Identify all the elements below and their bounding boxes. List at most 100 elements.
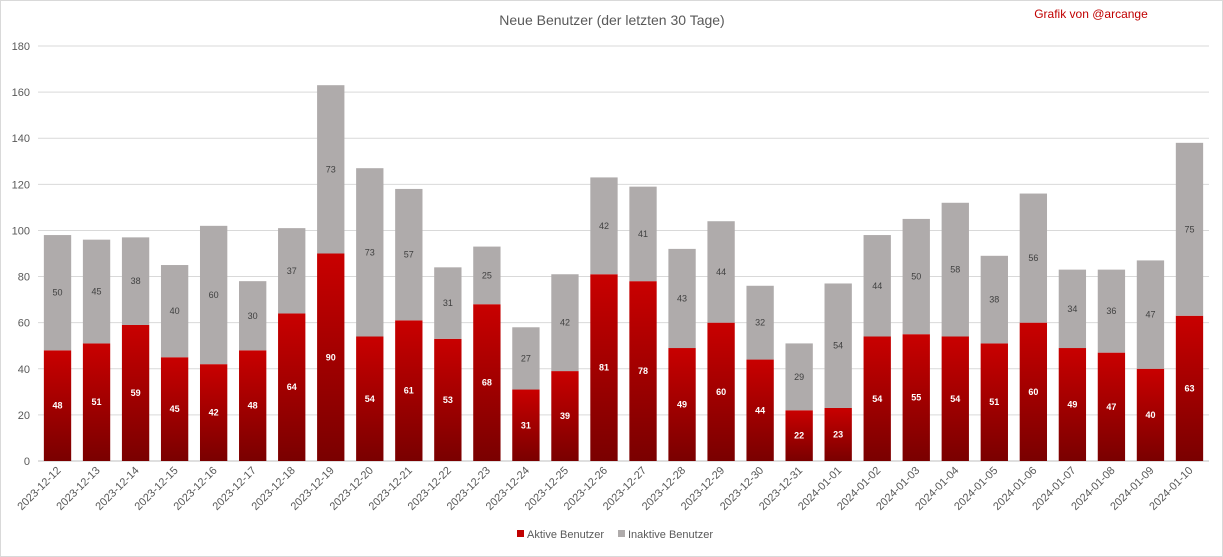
y-tick-label: 20 (18, 410, 30, 422)
bar-inaktive-benutzer (902, 218, 930, 335)
data-label-inaktive: 25 (482, 270, 492, 280)
bar-inaktive-benutzer (746, 285, 774, 360)
bar-inaktive-benutzer (824, 283, 852, 408)
bar-inaktive-benutzer (356, 168, 384, 337)
bar-aktive-benutzer (43, 350, 72, 461)
bar-inaktive-benutzer (199, 225, 228, 365)
data-label-inaktive: 56 (1028, 253, 1038, 263)
data-label-aktive: 60 (716, 387, 726, 397)
bar-inaktive-benutzer (43, 235, 72, 351)
bar-inaktive-benutzer (160, 265, 189, 358)
data-label-aktive: 51 (92, 397, 102, 407)
y-tick-label: 60 (18, 318, 30, 330)
data-label-inaktive: 50 (53, 288, 63, 298)
bar-aktive-benutzer (902, 334, 930, 461)
data-label-aktive: 55 (911, 393, 921, 403)
gridlines: 0 20 40 60 80 100 120 140 160 180 (12, 41, 1209, 468)
data-label-inaktive: 58 (950, 265, 960, 275)
bar-aktive-benutzer (1058, 348, 1087, 461)
data-label-aktive: 48 (53, 401, 63, 411)
bar-inaktive-benutzer (473, 246, 501, 305)
bar-aktive-benutzer (1136, 368, 1165, 461)
data-label-aktive: 54 (872, 394, 882, 404)
data-label-inaktive: 73 (326, 164, 336, 174)
y-tick-label: 180 (12, 41, 30, 53)
data-label-inaktive: 30 (248, 311, 258, 321)
bar-aktive-benutzer (590, 274, 618, 461)
bar-aktive-benutzer (278, 313, 306, 461)
data-label-aktive: 48 (248, 401, 258, 411)
data-label-inaktive: 27 (521, 353, 531, 363)
bar-inaktive-benutzer (395, 188, 423, 321)
bar-inaktive-benutzer (512, 327, 540, 390)
data-label-aktive: 22 (794, 431, 804, 441)
bar-aktive-benutzer (239, 350, 267, 461)
data-label-inaktive: 32 (755, 318, 765, 328)
data-label-inaktive: 40 (170, 306, 180, 316)
chart-credit: Grafik von @arcange (1034, 7, 1148, 21)
data-label-inaktive: 34 (1067, 304, 1077, 314)
bar-inaktive-benutzer (278, 228, 306, 314)
x-axis: 2023-12-122023-12-132023-12-142023-12-15… (15, 465, 1195, 513)
bar-aktive-benutzer (1097, 352, 1126, 461)
bar-inaktive-benutzer (317, 85, 345, 254)
data-label-inaktive: 41 (638, 229, 648, 239)
data-label-aktive: 81 (599, 363, 609, 373)
bar-aktive-benutzer (551, 371, 579, 461)
data-label-aktive: 44 (755, 405, 765, 415)
data-label-aktive: 45 (170, 404, 180, 414)
bar-aktive-benutzer (199, 364, 228, 461)
data-label-inaktive: 50 (911, 272, 921, 282)
data-label-inaktive: 54 (833, 341, 843, 351)
data-label-inaktive: 42 (560, 318, 570, 328)
data-label-aktive: 64 (287, 382, 297, 392)
bar-aktive-benutzer (82, 343, 111, 461)
data-label-aktive: 31 (521, 420, 531, 430)
data-label-aktive: 42 (209, 408, 219, 418)
data-label-aktive: 49 (677, 400, 687, 410)
data-label-inaktive: 29 (794, 372, 804, 382)
bar-inaktive-benutzer (941, 202, 969, 337)
bar-aktive-benutzer (629, 281, 657, 461)
data-label-inaktive: 75 (1184, 224, 1194, 234)
y-tick-label: 0 (24, 456, 30, 468)
data-label-aktive: 54 (950, 394, 960, 404)
bar-aktive-benutzer (1175, 315, 1204, 461)
data-label-aktive: 51 (989, 397, 999, 407)
y-tick-label: 40 (18, 364, 30, 376)
data-label-inaktive: 45 (92, 287, 102, 297)
legend-item-inaktive-swatch (618, 530, 625, 537)
bar-aktive-benutzer (434, 338, 462, 461)
bar-aktive-benutzer (1019, 322, 1048, 461)
bar-aktive-benutzer (941, 336, 969, 461)
data-label-inaktive: 47 (1145, 310, 1155, 320)
bar-inaktive-benutzer (668, 248, 696, 349)
bar-inaktive-benutzer (785, 343, 813, 411)
data-label-inaktive: 38 (989, 295, 999, 305)
data-label-inaktive: 44 (716, 267, 726, 277)
data-label-aktive: 68 (482, 378, 492, 388)
bar-inaktive-benutzer (629, 186, 657, 282)
bar-inaktive-benutzer (1019, 193, 1048, 323)
legend: Aktive Benutzer Inaktive Benutzer (517, 529, 713, 541)
bars (43, 85, 1204, 461)
data-label-aktive: 78 (638, 366, 648, 376)
bar-inaktive-benutzer (1097, 269, 1126, 353)
data-label-inaktive: 73 (365, 247, 375, 257)
data-label-aktive: 61 (404, 386, 414, 396)
bar-inaktive-benutzer (121, 237, 150, 325)
data-label-inaktive: 44 (872, 281, 882, 291)
data-label-aktive: 23 (833, 429, 843, 439)
data-label-aktive: 47 (1106, 402, 1116, 412)
data-label-aktive: 59 (131, 388, 141, 398)
legend-item-aktive-label: Aktive Benutzer (527, 529, 604, 541)
data-label-aktive: 54 (365, 394, 375, 404)
bar-inaktive-benutzer (239, 281, 267, 351)
y-tick-label: 120 (12, 179, 30, 191)
bar-inaktive-benutzer (1058, 269, 1087, 349)
bar-aktive-benutzer (707, 322, 735, 461)
data-label-aktive: 90 (326, 352, 336, 362)
bar-aktive-benutzer (512, 389, 540, 461)
bar-inaktive-benutzer (1175, 142, 1204, 316)
